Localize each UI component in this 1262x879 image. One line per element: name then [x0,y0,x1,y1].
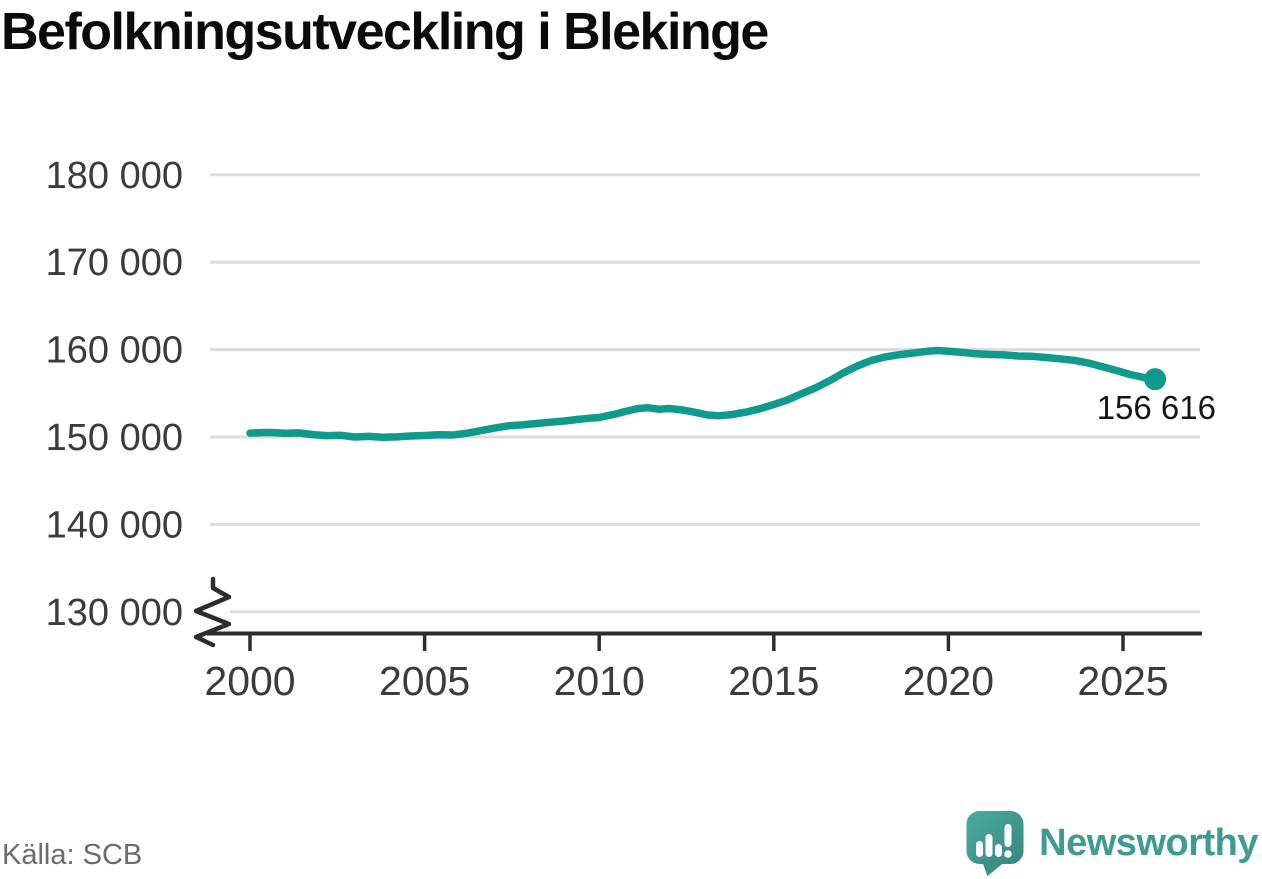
y-axis-break-icon [193,576,232,648]
newsworthy-logo: Newsworthy [966,808,1258,878]
y-tick-label: 130 000 [46,592,183,634]
bar-2-icon [985,834,993,857]
source-note: Källa: SCB [2,839,143,871]
x-tick-label: 2020 [903,658,994,704]
chart-title: Befolkningsutveckling i Blekinge [1,3,769,61]
x-tick-label: 2025 [1077,658,1168,704]
population-series-line [246,346,1159,442]
exclamation-dot-icon [1004,850,1012,858]
bar-3-icon [995,844,1003,857]
y-tick-label: 180 000 [46,155,183,197]
x-tick-label: 2000 [204,658,295,704]
y-tick-label: 140 000 [46,504,183,546]
latest-value-label: 156 616 [1096,389,1216,426]
speech-bubble-shape [966,811,1024,864]
latest-value-dot [1144,368,1167,391]
newsworthy-bubble-chart-icon [966,811,1024,876]
y-tick-label: 170 000 [46,242,183,284]
bar-1-icon [976,841,984,857]
x-tick-label: 2010 [554,658,645,704]
exclamation-bar-icon [1004,824,1012,847]
x-tick-label: 2015 [728,658,819,704]
newsworthy-wordmark: Newsworthy [1039,821,1258,864]
speech-bubble-tail [982,861,1007,876]
x-tick-label: 2005 [379,658,470,704]
y-tick-label: 150 000 [46,417,183,459]
y-tick-label: 160 000 [46,330,183,372]
